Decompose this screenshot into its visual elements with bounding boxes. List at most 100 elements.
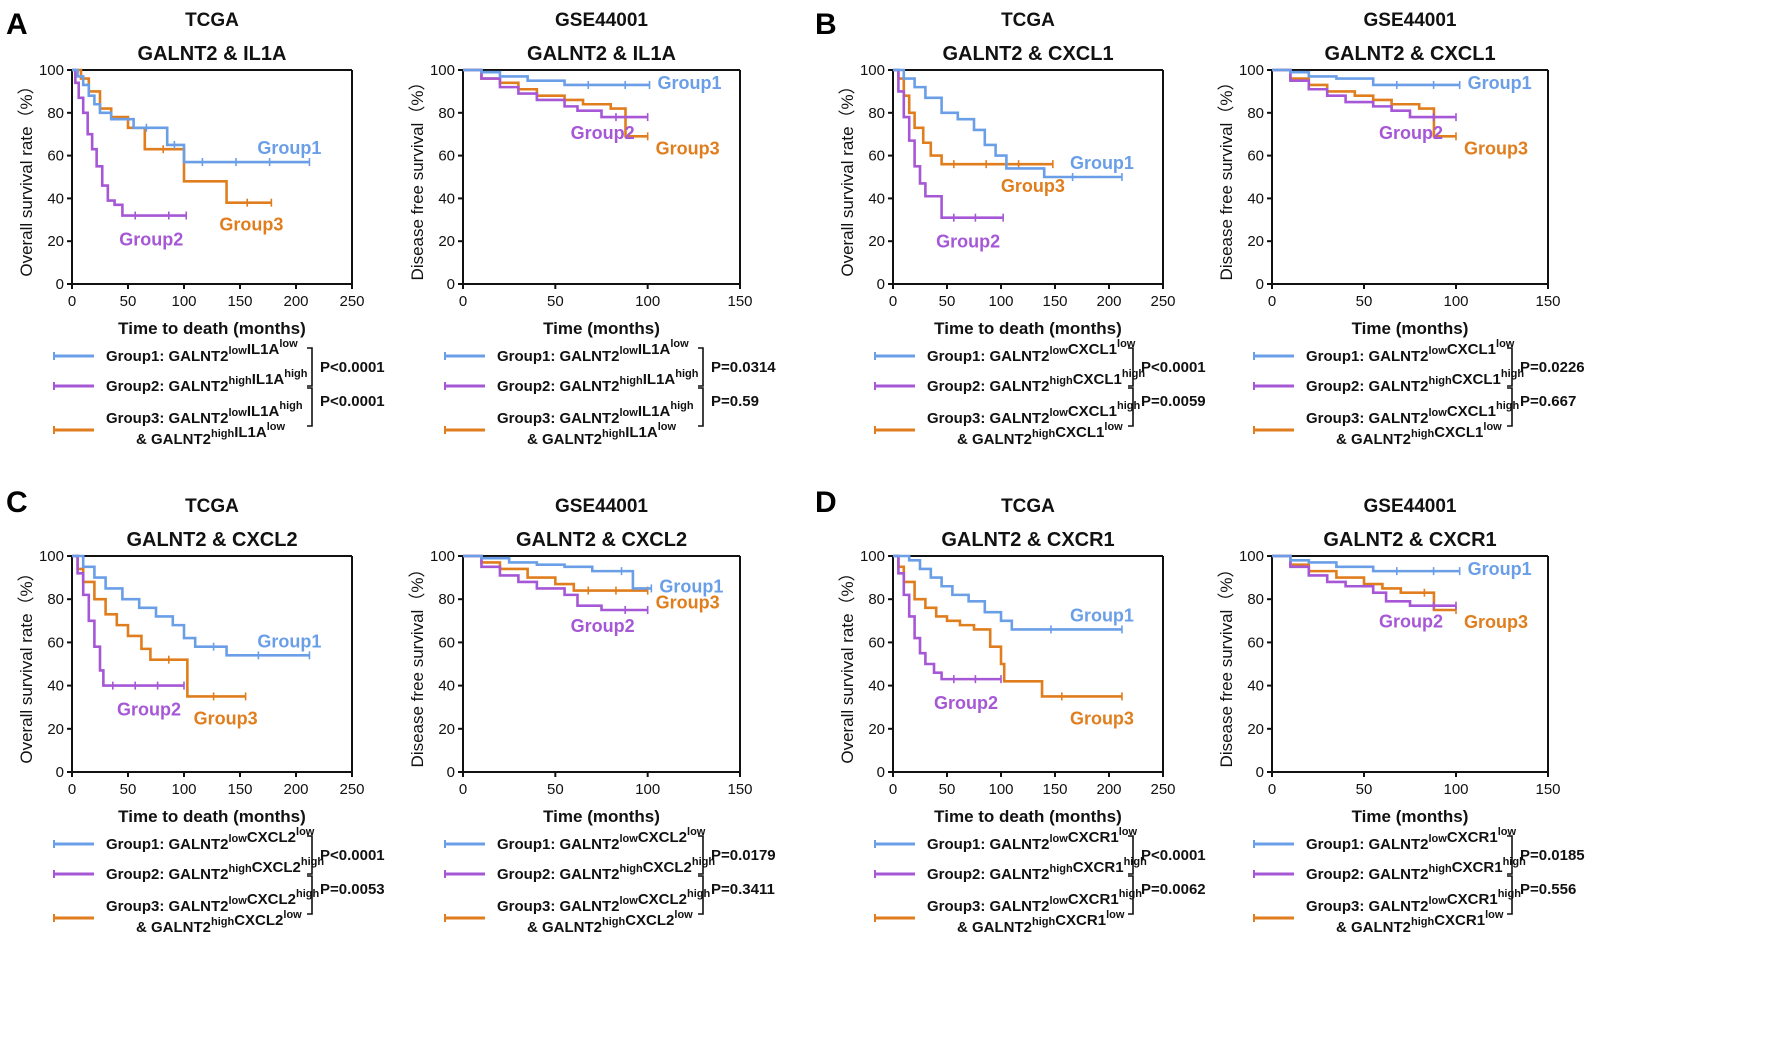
series-label-group1: Group1 [1468,559,1532,579]
p-bracket-1 [1507,835,1513,875]
y-tick-label: 40 [47,190,64,207]
legend-label-continued: & GALNT2highCXCR1low [957,909,1125,936]
x-tick-label: 100 [635,781,660,798]
x-tick-label: 0 [459,781,467,798]
y-tick-label: 40 [868,190,885,207]
y-tick-label: 40 [1247,678,1264,695]
p-bracket-1 [1507,347,1513,387]
chart-title: GALNT2 & CXCL2 [126,529,297,551]
x-tick-label: 100 [988,781,1013,798]
p-bracket-1 [698,835,704,875]
series-label-group1: Group1 [257,138,321,158]
x-tick-label: 50 [939,293,956,310]
y-tick-label: 20 [868,721,885,738]
x-tick-label: 0 [68,293,76,310]
p-value-1: P=0.0179 [711,847,776,864]
y-tick-label: 80 [868,105,885,122]
p-bracket-1 [307,835,313,875]
y-tick-label: 0 [56,764,64,781]
legend-label-group3: Group3: GALNT2lowIL1Ahigh [497,400,694,427]
dataset-label: GSE44001 [1364,496,1457,517]
legend-label-group3: Group3: GALNT2lowCXCL2high [497,888,711,915]
x-tick-label: 100 [635,293,660,310]
legend-label-continued: & GALNT2highIL1Alow [527,421,677,448]
x-tick-label: 100 [1443,293,1468,310]
series-label-group1: Group1 [1468,73,1532,93]
y-tick-label: 100 [1239,62,1264,79]
chart-b-1: TCGA GALNT2 & CXCL1 0 20 40 60 80 100 0 50 100 150 2… [838,10,1206,448]
y-tick-label: 20 [47,721,64,738]
p-value-1: P<0.0001 [320,847,385,864]
panel-letter-c: C [6,486,28,519]
curve-group2 [893,554,1001,681]
y-tick-label: 0 [447,764,455,781]
p-bracket-1 [698,347,704,387]
y-tick-label: 60 [47,634,64,651]
chart-a-1: TCGA GALNT2 & IL1A 0 20 40 60 80 100 0 50 100 150 20… [17,10,385,448]
p-value-1: P=0.0314 [711,359,776,376]
x-tick-label: 100 [171,293,196,310]
x-tick-label: 50 [1356,293,1373,310]
y-tick-label: 100 [39,548,64,565]
legend-label-group1: Group1: GALNT2lowCXCL1low [927,338,1136,365]
x-tick-label: 150 [227,293,252,310]
curve-group3 [893,554,1122,698]
y-tick-label: 60 [438,634,455,651]
legend-label-continued: & GALNT2highCXCR1low [1336,909,1504,936]
legend-label-continued: & GALNT2highCXCL2low [527,909,693,936]
series-label-group3: Group3 [194,708,258,728]
y-axis-label: Overall survival rate（%） [838,564,857,763]
y-tick-label: 0 [1256,276,1264,293]
x-tick-label: 50 [1356,781,1373,798]
series-label-group1: Group1 [1070,153,1134,173]
y-axis-label: Overall survival rate（%） [17,564,36,763]
chart-d-1: TCGA GALNT2 & CXCR1 0 20 40 60 80 100 0 50 100 150 2… [838,496,1206,936]
x-axis-label: Time (months) [543,319,660,338]
p-value-1: P=0.0226 [1520,359,1585,376]
x-tick-label: 250 [339,781,364,798]
legend-label-group1: Group1: GALNT2lowIL1Alow [497,338,689,365]
x-tick-label: 100 [1443,781,1468,798]
y-tick-label: 100 [430,62,455,79]
y-axis-label: Disease free survival（%） [1217,74,1236,281]
y-tick-label: 100 [39,62,64,79]
y-tick-label: 80 [438,105,455,122]
x-tick-label: 200 [283,293,308,310]
y-tick-label: 60 [1247,634,1264,651]
x-tick-label: 250 [1150,293,1175,310]
legend-label-group3: Group3: GALNT2lowIL1Ahigh [106,400,303,427]
y-tick-label: 60 [868,634,885,651]
x-tick-label: 50 [547,293,564,310]
legend-label-group2: Group2: GALNT2highCXCR1high [1306,856,1526,883]
p-value-2: P=0.0059 [1141,393,1206,410]
p-value-2: P=0.3411 [711,881,775,898]
x-axis-label: Time to death (months) [118,807,306,826]
y-tick-label: 0 [56,276,64,293]
y-tick-label: 100 [1239,548,1264,565]
y-tick-label: 40 [1247,190,1264,207]
dataset-label: TCGA [1001,10,1055,31]
panel-letter-b: B [815,8,837,41]
y-tick-label: 20 [1247,721,1264,738]
y-tick-label: 60 [438,148,455,165]
chart-title: GALNT2 & CXCL1 [942,43,1113,65]
series-label-group1: Group1 [1070,605,1134,625]
series-label-group1: Group1 [659,576,723,596]
chart-title: GALNT2 & CXCL2 [516,529,687,551]
p-value-2: P=0.0053 [320,881,385,898]
curve-group3 [893,68,1053,166]
x-tick-label: 50 [547,781,564,798]
curve-group1 [463,68,650,87]
y-tick-label: 20 [438,233,455,250]
x-tick-label: 200 [1096,781,1121,798]
x-tick-label: 0 [68,781,76,798]
legend-label-group3: Group3: GALNT2lowCXCL2high [106,888,320,915]
p-bracket-2 [1128,387,1134,427]
curve-group3 [1272,554,1456,612]
chart-title: GALNT2 & IL1A [527,43,676,65]
y-tick-label: 20 [47,233,64,250]
x-tick-label: 100 [171,781,196,798]
curve-group2 [72,554,184,687]
x-tick-label: 200 [283,781,308,798]
x-axis-label: Time (months) [543,807,660,826]
